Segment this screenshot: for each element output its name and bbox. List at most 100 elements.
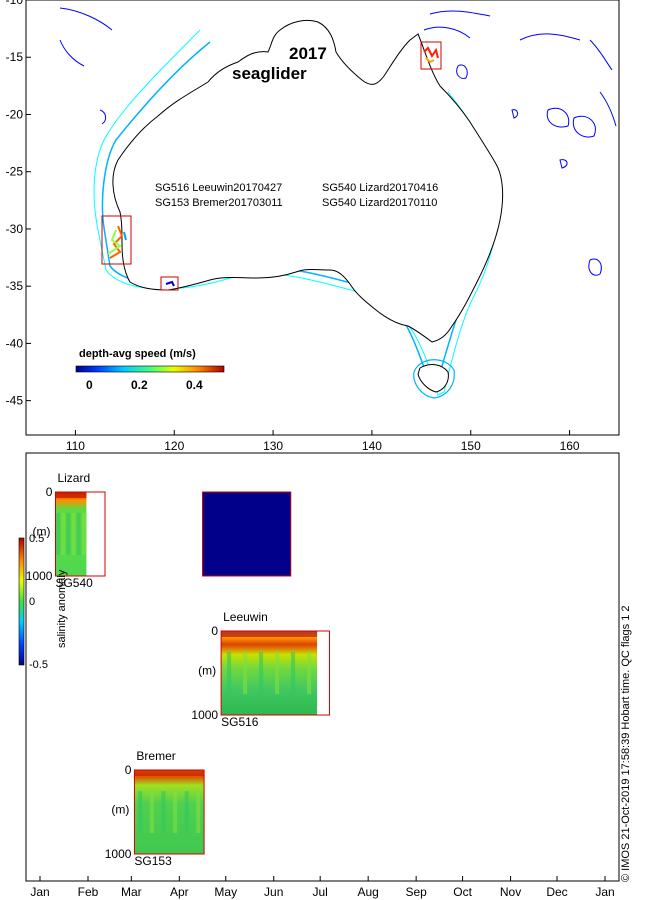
section-depth-axis-label: (m)	[198, 664, 216, 678]
map-x-tick-label: 120	[164, 439, 184, 453]
section-streak	[149, 791, 154, 833]
region-box-leeuwin	[101, 215, 132, 265]
mission-label-2: SG540 Lizard20170416	[322, 182, 438, 194]
section-streak	[184, 791, 189, 833]
timeline-axes-frame	[25, 452, 620, 882]
section-depth-top: 0	[125, 763, 132, 777]
section-depth-bottom: 1000	[105, 847, 132, 861]
section-data-fill	[202, 492, 291, 576]
speed-colorbar	[75, 365, 225, 373]
section-region-label: Leeuwin	[223, 610, 268, 624]
month-tick-label: Dec	[546, 885, 567, 899]
timeline-panel: Jan Feb Mar Apr May Jun Jul Aug Sep Oct Nov Dec Jan …	[18, 452, 620, 899]
map-x-tick-label: 130	[263, 439, 283, 453]
section-glider-label: SG153	[134, 854, 172, 868]
section-time-box	[202, 491, 292, 577]
section-streak	[227, 652, 232, 694]
map-y-tick-label: -20	[6, 107, 24, 121]
month-tick-label: Mar	[121, 885, 142, 899]
map-x-tick-label: 140	[362, 439, 382, 453]
section-time-box	[133, 769, 205, 855]
section-depth-axis-label: (m)	[111, 803, 129, 817]
section-streak	[56, 513, 61, 555]
section-region-label: Lizard	[57, 471, 90, 485]
salinity-colorbar-label: salinity anomaly	[56, 569, 68, 648]
section-streak	[61, 513, 66, 555]
month-tick-label: Feb	[78, 885, 99, 899]
speed-colorbar-tick-0: 0	[86, 378, 93, 392]
glider-track-bremer	[165, 280, 175, 287]
section-glider-label: SG516	[221, 715, 259, 729]
glider-track-lizard	[423, 46, 439, 64]
section-streak	[71, 513, 76, 555]
salinity-colorbar-tick-top: 0.5	[29, 533, 44, 545]
section-streak	[196, 791, 201, 833]
map-y-tick-label: -25	[6, 165, 24, 179]
map-y-tick-label: -10	[6, 0, 24, 7]
salinity-colorbar-tick-bottom: -0.5	[29, 659, 48, 671]
section-panel-lizard: Lizard SG540 0 1000 (m)	[26, 471, 106, 590]
map-x-tick-label: 110	[66, 439, 85, 453]
section-depth-top: 0	[211, 624, 218, 638]
section-streak	[275, 652, 280, 694]
month-tick-label: Nov	[500, 885, 521, 899]
map-x-tick-label: 150	[461, 439, 481, 453]
month-tick-label: Sep	[405, 885, 427, 899]
section-panel-unlabeled	[202, 491, 292, 577]
month-tick-label: May	[214, 885, 237, 899]
map-axes-frame	[25, 0, 620, 436]
month-tick-label: Jul	[313, 885, 328, 899]
isobath-tasmania	[413, 359, 455, 399]
speed-colorbar-tick-2: 0.4	[186, 378, 203, 392]
section-panel-leeuwin: Leeuwin SG516 0 1000 (m)	[191, 610, 330, 729]
mission-label-3: SG153 Bremer201703011	[155, 197, 283, 209]
section-streak	[259, 652, 264, 694]
section-surface-anomaly	[55, 492, 87, 498]
section-region-label: Bremer	[136, 749, 175, 763]
glider-section-panels: LizardSG54001000(m)LeeuwinSG51601000(m)B…	[26, 471, 330, 868]
section-streak	[161, 791, 166, 833]
section-depth-axis-label: (m)	[32, 525, 50, 539]
section-time-box	[54, 491, 106, 577]
section-streak	[81, 513, 86, 555]
month-tick-label: Jan	[595, 885, 614, 899]
region-box-lizard	[420, 41, 442, 70]
map-title: 2017	[289, 44, 327, 63]
section-streak	[243, 652, 248, 694]
speed-colorbar-label: depth-avg speed (m/s)	[79, 348, 196, 360]
section-streak	[307, 652, 312, 694]
section-surface-anomaly	[134, 770, 205, 776]
month-ticks: Jan Feb Mar Apr May Jun Jul Aug Sep Oct Nov Dec Jan	[30, 876, 615, 899]
map-panel: 110 120 130 140 150 160 -10 -15 -20 -25 -30 -35 -40…	[6, 0, 620, 453]
month-tick-label: Jun	[264, 885, 283, 899]
map-y-tick-label: -40	[6, 336, 24, 350]
speed-colorbar-tick-1: 0.2	[131, 378, 148, 392]
section-surface-anomaly	[221, 631, 318, 637]
mission-label-1: SG516 Leeuwin20170427	[155, 182, 282, 194]
section-streak	[173, 791, 178, 833]
section-panel-bremer: Bremer SG153 0 1000 (m)	[105, 749, 205, 868]
map-y-tick-label: -15	[6, 50, 24, 64]
credit-text: © IMOS 21-Oct-2019 17:58:39 Hobart time.…	[620, 605, 632, 882]
month-tick-label: Jan	[30, 885, 49, 899]
map-subtitle: seaglider	[232, 64, 307, 83]
australia-coastline	[112, 19, 504, 343]
salinity-colorbar-tick-mid: 0	[29, 596, 35, 608]
section-streak	[76, 513, 81, 555]
month-tick-label: Oct	[453, 885, 472, 899]
section-depth-bottom: 1000	[26, 569, 53, 583]
month-tick-label: Aug	[357, 885, 378, 899]
section-streak	[138, 791, 143, 833]
reef-contours	[59, 7, 617, 276]
map-y-ticks: -10 -15 -20 -25 -30 -35 -40 -45	[6, 0, 31, 408]
map-y-tick-label: -35	[6, 279, 24, 293]
section-streak	[291, 652, 296, 694]
salinity-colorbar	[18, 537, 25, 666]
section-glider-label: SG540	[55, 576, 93, 590]
map-x-ticks: 110 120 130 140 150 160	[66, 430, 580, 453]
section-depth-bottom: 1000	[191, 708, 218, 722]
region-box-bremer	[160, 276, 179, 291]
section-streak	[66, 513, 71, 555]
mission-label-4: SG540 Lizard20170110	[322, 197, 437, 209]
tasmania-coastline	[417, 364, 449, 393]
